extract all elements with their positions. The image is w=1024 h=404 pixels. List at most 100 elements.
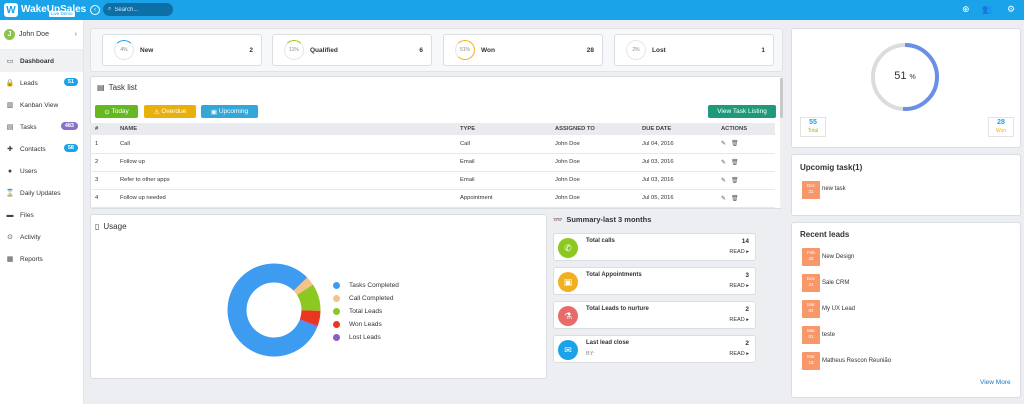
date-badge: Mar 01 (802, 326, 820, 344)
edit-icon[interactable]: ✎ (721, 141, 727, 148)
win-rate-card (791, 28, 1021, 148)
sidebar-item-daily-updates[interactable]: ⌛ Daily Updates (0, 182, 83, 204)
cell-name[interactable]: Refer to other apps (115, 171, 455, 190)
trash-icon[interactable]: 🗑 (731, 159, 739, 166)
cell-name[interactable]: Follow up (115, 153, 455, 172)
cell-type: Appointment (455, 189, 550, 208)
sidebar-item-kanban[interactable]: ▥ Kanban View (0, 94, 83, 116)
sidebar-item-tasks[interactable]: ▤ Tasks 483 (0, 116, 83, 138)
summary-item-count: 2 (745, 306, 749, 313)
trash-icon[interactable]: 🗑 (731, 177, 739, 184)
cell-due: Jul 03, 2016 (637, 171, 716, 190)
summary-item-title: Total Appointments (586, 272, 642, 278)
sidebar-item-label: Dashboard (20, 57, 54, 65)
user-name: John Doe (19, 31, 49, 38)
cell-name[interactable]: Follow up needed (115, 189, 455, 208)
collapse-sidebar-icon[interactable]: ‹ (90, 5, 100, 15)
legend-item[interactable]: Call Completed (333, 292, 399, 305)
upcoming-item-link[interactable]: new task (822, 186, 846, 192)
envelope-icon: ✉ (558, 340, 578, 360)
donut-slice-1[interactable] (293, 277, 313, 296)
table-row[interactable]: 2 Follow up Email John Doe Jul 03, 2016 … (90, 153, 775, 172)
col-due[interactable]: DUE DATE (637, 123, 716, 135)
col-actions: ACTIONS (716, 123, 775, 135)
read-link[interactable]: READ ▸ (729, 317, 749, 323)
recent-lead-link[interactable]: New Design (822, 254, 855, 260)
table-row[interactable]: 3 Refer to other apps Email John Doe Jul… (90, 171, 775, 190)
date-badge: Mar 18 (802, 352, 820, 370)
calendar-icon: ▣ (210, 108, 219, 116)
recent-leads-title: Recent leads (800, 230, 850, 239)
sidebar-item-leads[interactable]: 🔒 Leads 51 (0, 72, 83, 94)
sidebar-item-users[interactable]: ● Users (0, 160, 83, 182)
search-box[interactable]: ⌕ (103, 3, 173, 16)
recent-lead-link[interactable]: My UX Lead (822, 306, 856, 312)
donut-slice-3[interactable] (299, 310, 321, 326)
read-link[interactable]: READ ▸ (729, 351, 749, 357)
cell-num: 1 (90, 135, 115, 154)
stat-new[interactable]: 4% New 2 (102, 34, 262, 66)
recent-lead-link[interactable]: teste (822, 332, 836, 338)
summary-item-title: Total Leads to nurture (586, 306, 649, 312)
read-link[interactable]: READ ▸ (729, 283, 749, 289)
trash-icon[interactable]: 🗑 (731, 195, 739, 202)
table-row[interactable]: 1 Call Call John Doe Jul 04, 2016 ✎ 🗑 (90, 135, 775, 154)
legend-item[interactable]: Lost Leads (333, 331, 399, 344)
avatar: J (4, 29, 15, 40)
legend-item[interactable]: Won Leads (333, 318, 399, 331)
stat-won[interactable]: 51% Won 28 (443, 34, 603, 66)
legend-dot (333, 308, 340, 315)
cell-name[interactable]: Call (115, 135, 455, 154)
sidebar-item-contacts[interactable]: ✚ Contacts 58 (0, 138, 83, 160)
col-name[interactable]: NAME (115, 123, 455, 135)
summary-last-lead-close[interactable]: ✉ Last lead close BY: 2 READ ▸ (553, 335, 756, 363)
gear-icon[interactable]: ⚙ (1007, 4, 1016, 14)
read-link[interactable]: READ ▸ (729, 249, 749, 255)
cell-actions: ✎ 🗑 (716, 153, 775, 172)
sidebar-item-activity[interactable]: ⊙ Activity (0, 226, 83, 248)
view-more-link[interactable]: View More (980, 379, 1011, 386)
search-icon: ⌕ (108, 6, 112, 12)
clipboard-icon: ▤ (97, 83, 105, 92)
sidebar-item-dashboard[interactable]: ▭ Dashboard (0, 50, 83, 72)
col-assigned[interactable]: ASSIGNED TO (550, 123, 637, 135)
edit-icon[interactable]: ✎ (721, 177, 727, 184)
glasses-icon: 👓 (553, 215, 563, 224)
stat-qualified[interactable]: 11% Qualified 6 (272, 34, 432, 66)
user-menu[interactable]: J John Doe › (0, 20, 83, 50)
app-logo[interactable]: W WakeUpSales (4, 2, 86, 18)
edit-icon[interactable]: ✎ (721, 159, 727, 166)
summary-total-calls[interactable]: ✆ Total calls 14 READ ▸ (553, 233, 756, 261)
sidebar-item-files[interactable]: ▬ Files (0, 204, 83, 226)
recent-lead-link[interactable]: Matheus Rescon Reunião (822, 358, 892, 364)
sidebar-item-label: Daily Updates (20, 189, 61, 197)
stat-label: Lost (652, 46, 666, 54)
upcoming-button[interactable]: ▣ Upcoming (201, 105, 258, 118)
today-icon: ⊙ (104, 108, 112, 116)
overdue-button[interactable]: ⚠ Overdue (144, 105, 196, 118)
trash-icon[interactable]: 🗑 (731, 141, 739, 148)
table-row[interactable]: 4 Follow up needed Appointment John Doe … (90, 189, 775, 208)
search-input[interactable] (114, 6, 170, 13)
summary-leads-nurture[interactable]: ⚗ Total Leads to nurture 2 READ ▸ (553, 301, 756, 329)
donut-slice-2[interactable] (296, 284, 321, 311)
stat-lost[interactable]: 2% Lost 1 (614, 34, 774, 66)
sidebar-item-reports[interactable]: ▦ Reports (0, 248, 83, 270)
edit-icon[interactable]: ✎ (721, 195, 727, 202)
legend-item[interactable]: Total Leads (333, 305, 399, 318)
view-task-listing-button[interactable]: View Task Listing (708, 105, 776, 118)
summary-item-sub: BY: (586, 351, 595, 357)
col-type[interactable]: TYPE (455, 123, 550, 135)
today-button[interactable]: ⊙ Today (95, 105, 138, 118)
users-icon[interactable]: 👥 (982, 4, 994, 14)
legend-item[interactable]: Tasks Completed (333, 279, 399, 292)
task-list-scrollbar[interactable] (780, 78, 783, 207)
upcoming-task-card (791, 154, 1021, 216)
upcoming-label: Upcoming (218, 108, 249, 115)
recent-lead-link[interactable]: Sale CRM (822, 280, 850, 286)
donut-slice-0[interactable] (227, 263, 318, 357)
add-icon[interactable]: ⊕ (962, 4, 970, 14)
sidebar-item-label: Reports (20, 255, 43, 263)
summary-total-appointments[interactable]: ▣ Total Appointments 3 READ ▸ (553, 267, 756, 295)
phone-icon: ✆ (558, 238, 578, 258)
